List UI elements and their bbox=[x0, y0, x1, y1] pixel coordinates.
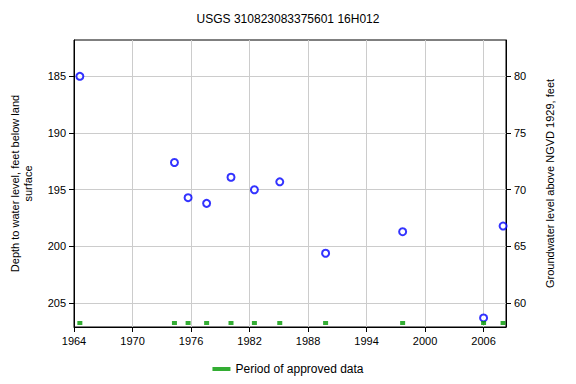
svg-text:USGS 310823083375601 16H012: USGS 310823083375601 16H012 bbox=[197, 12, 380, 26]
svg-text:2006: 2006 bbox=[471, 335, 495, 347]
svg-text:1982: 1982 bbox=[237, 335, 261, 347]
svg-text:195: 195 bbox=[48, 184, 66, 196]
svg-text:60: 60 bbox=[514, 297, 526, 309]
svg-text:1964: 1964 bbox=[62, 335, 86, 347]
svg-text:185: 185 bbox=[48, 70, 66, 82]
svg-text:190: 190 bbox=[48, 127, 66, 139]
svg-text:65: 65 bbox=[514, 240, 526, 252]
svg-text:Depth to water level, feet bel: Depth to water level, feet below land bbox=[9, 95, 21, 272]
svg-text:1994: 1994 bbox=[354, 335, 378, 347]
svg-text:200: 200 bbox=[48, 240, 66, 252]
svg-text:205: 205 bbox=[48, 297, 66, 309]
svg-text:75: 75 bbox=[514, 127, 526, 139]
svg-text:1988: 1988 bbox=[296, 335, 320, 347]
svg-text:70: 70 bbox=[514, 184, 526, 196]
svg-text:1976: 1976 bbox=[179, 335, 203, 347]
svg-text:Period of approved data: Period of approved data bbox=[235, 362, 363, 376]
svg-text:2000: 2000 bbox=[413, 335, 437, 347]
svg-text:80: 80 bbox=[514, 70, 526, 82]
svg-text:1970: 1970 bbox=[120, 335, 144, 347]
svg-text:surface: surface bbox=[22, 165, 34, 201]
svg-text:Groundwater level above NGVD 1: Groundwater level above NGVD 1929, feet bbox=[544, 79, 556, 288]
